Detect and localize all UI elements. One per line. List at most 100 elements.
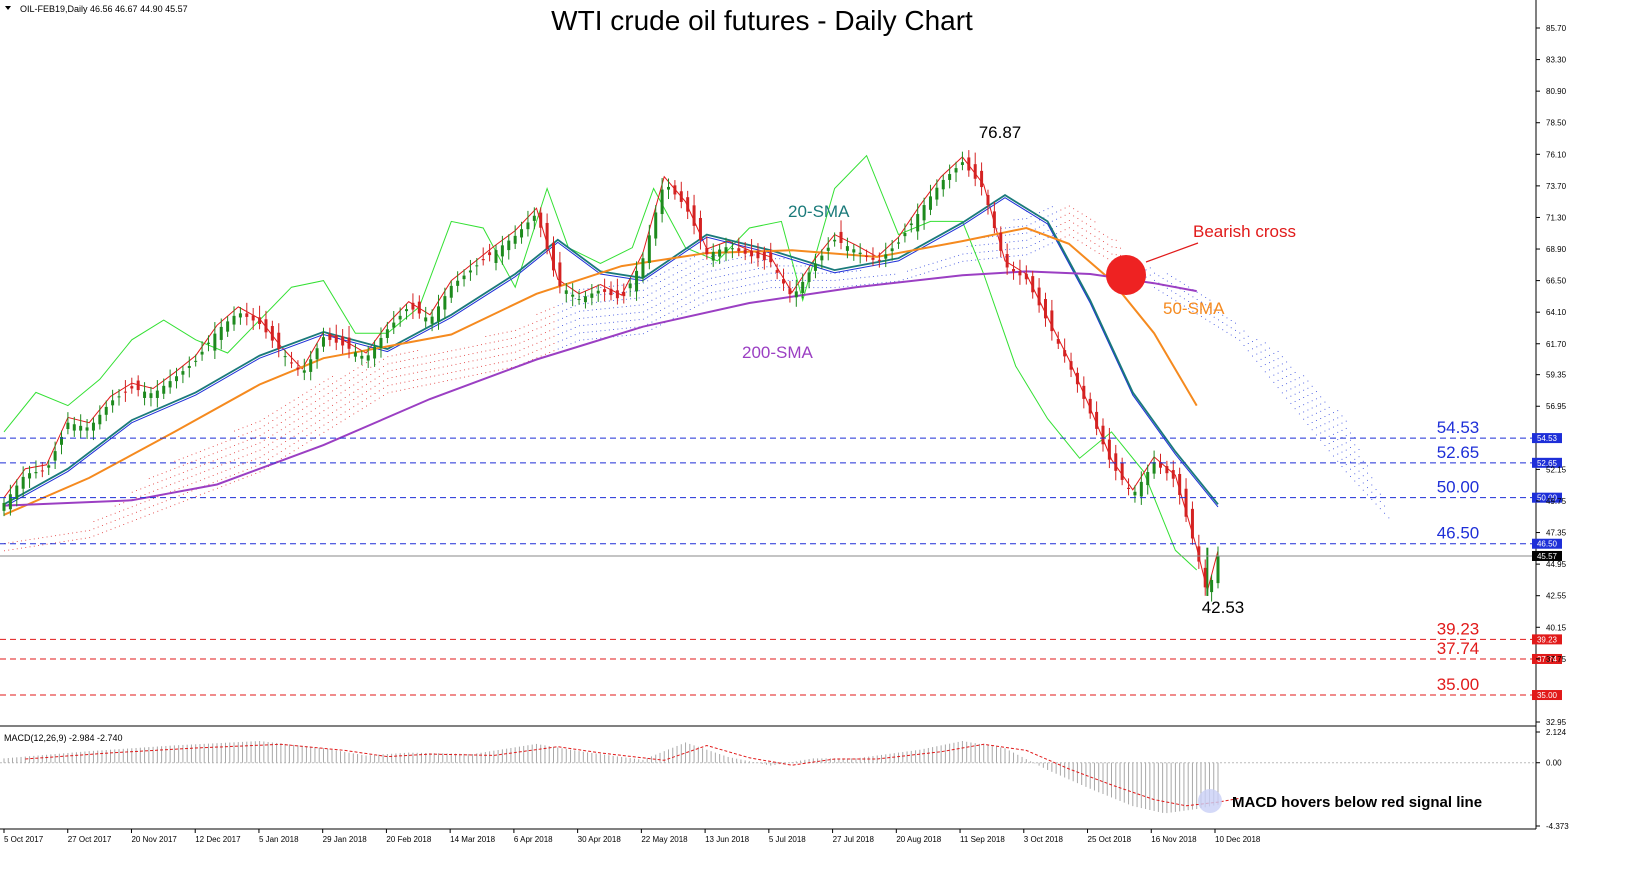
cloud-dot	[826, 287, 828, 289]
cloud-dot	[366, 362, 367, 364]
cloud-dot	[1030, 216, 1032, 218]
cloud-dot	[1281, 377, 1283, 379]
candle-body	[98, 414, 102, 425]
cloud-dot	[468, 361, 470, 363]
cloud-dot	[1307, 424, 1309, 425]
cloud-dot	[1260, 358, 1262, 360]
candle-body	[558, 262, 562, 286]
cloud-dot	[191, 468, 193, 470]
cloud-dot	[1107, 258, 1109, 260]
cloud-dot	[996, 235, 998, 237]
cloud-dot	[429, 383, 431, 385]
candle-body	[238, 313, 242, 318]
cloud-dot	[1005, 227, 1006, 229]
cloud-dot	[1085, 245, 1087, 246]
macd-y-tick-label: -4.373	[1546, 822, 1569, 831]
cloud-dot	[792, 287, 793, 289]
cloud-dot	[855, 284, 857, 286]
cloud-dot	[336, 424, 338, 425]
cloud-dot	[536, 342, 538, 344]
cloud-dot	[1333, 433, 1334, 435]
cloud-dot	[664, 293, 666, 295]
cloud-dot	[383, 395, 385, 396]
x-tick-label: 12 Dec 2017	[195, 835, 241, 844]
cloud-dot	[195, 481, 197, 483]
cloud-dot	[1337, 410, 1339, 412]
cloud-dot	[417, 371, 419, 373]
cloud-dot	[1051, 242, 1053, 244]
cloud-dot	[455, 378, 457, 380]
candle-body	[1178, 474, 1182, 496]
cloud-dot	[1064, 229, 1066, 231]
candle-body	[366, 355, 370, 361]
cloud-dot	[711, 292, 713, 294]
cloud-dot	[123, 509, 125, 511]
cloud-dot	[1324, 401, 1326, 403]
cloud-dot	[1060, 216, 1062, 218]
cloud-dot	[642, 289, 644, 291]
cloud-dot	[1107, 236, 1109, 238]
cloud-dot	[911, 276, 913, 278]
cloud-dot	[366, 405, 367, 407]
cloud-dot	[655, 319, 657, 321]
cloud-dot	[1362, 489, 1364, 491]
cloud-dot	[655, 275, 657, 277]
cloud-dot	[340, 421, 342, 423]
cloud-dot	[221, 471, 223, 473]
y-tick-label: 40.15	[1546, 623, 1567, 632]
cloud-dot	[553, 335, 555, 337]
cloud-dot	[319, 434, 321, 436]
cloud-dot	[992, 243, 994, 245]
candle-body	[718, 249, 722, 257]
candle-body	[698, 217, 702, 241]
cloud-dot	[216, 487, 218, 489]
cloud-dot	[246, 447, 248, 449]
candle-body	[104, 406, 108, 415]
cloud-dot	[447, 358, 448, 360]
cloud-dot	[970, 259, 972, 261]
cloud-dot	[12, 548, 14, 550]
cloud-dot	[1367, 479, 1368, 481]
cloud-dot	[651, 314, 653, 316]
cloud-dot	[485, 365, 487, 366]
cloud-dot	[740, 293, 742, 295]
dropdown-arrow-icon[interactable]	[5, 6, 11, 10]
cloud-dot	[732, 273, 734, 275]
cloud-dot	[834, 279, 836, 281]
cloud-dot	[711, 263, 713, 265]
cloud-dot	[711, 270, 713, 272]
cloud-dot	[259, 427, 261, 429]
cloud-dot	[1307, 387, 1309, 389]
cloud-dot	[276, 431, 278, 433]
cloud-dot	[847, 278, 849, 280]
cloud-dot	[1256, 346, 1258, 348]
x-tick-label: 6 Apr 2018	[514, 835, 553, 844]
cloud-dot	[310, 389, 312, 391]
cloud-dot	[1047, 208, 1049, 210]
cloud-dot	[604, 315, 606, 317]
cloud-dot	[153, 483, 154, 485]
cloud-dot	[314, 400, 316, 402]
cloud-dot	[331, 426, 333, 428]
candle-body	[615, 290, 619, 299]
cloud-dot	[953, 263, 955, 265]
cloud-dot	[1354, 451, 1356, 453]
candle-body	[321, 337, 325, 347]
cloud-dot	[843, 271, 845, 273]
candle-body	[175, 376, 179, 382]
cloud-dot	[1068, 234, 1070, 236]
cloud-dot	[719, 297, 721, 299]
cloud-dot	[890, 274, 891, 276]
cloud-dot	[634, 290, 636, 292]
cloud-dot	[527, 324, 529, 326]
cloud-dot	[868, 283, 870, 285]
cloud-dot	[268, 415, 269, 417]
cloud-dot	[1073, 208, 1075, 210]
chart-title: WTI crude oil futures - Daily Chart	[551, 5, 973, 36]
cloud-dot	[412, 379, 414, 381]
cloud-dot	[625, 306, 627, 307]
candle-body	[782, 279, 786, 284]
cloud-dot	[16, 548, 18, 550]
cloud-dot	[672, 267, 674, 269]
cloud-dot	[319, 398, 321, 400]
